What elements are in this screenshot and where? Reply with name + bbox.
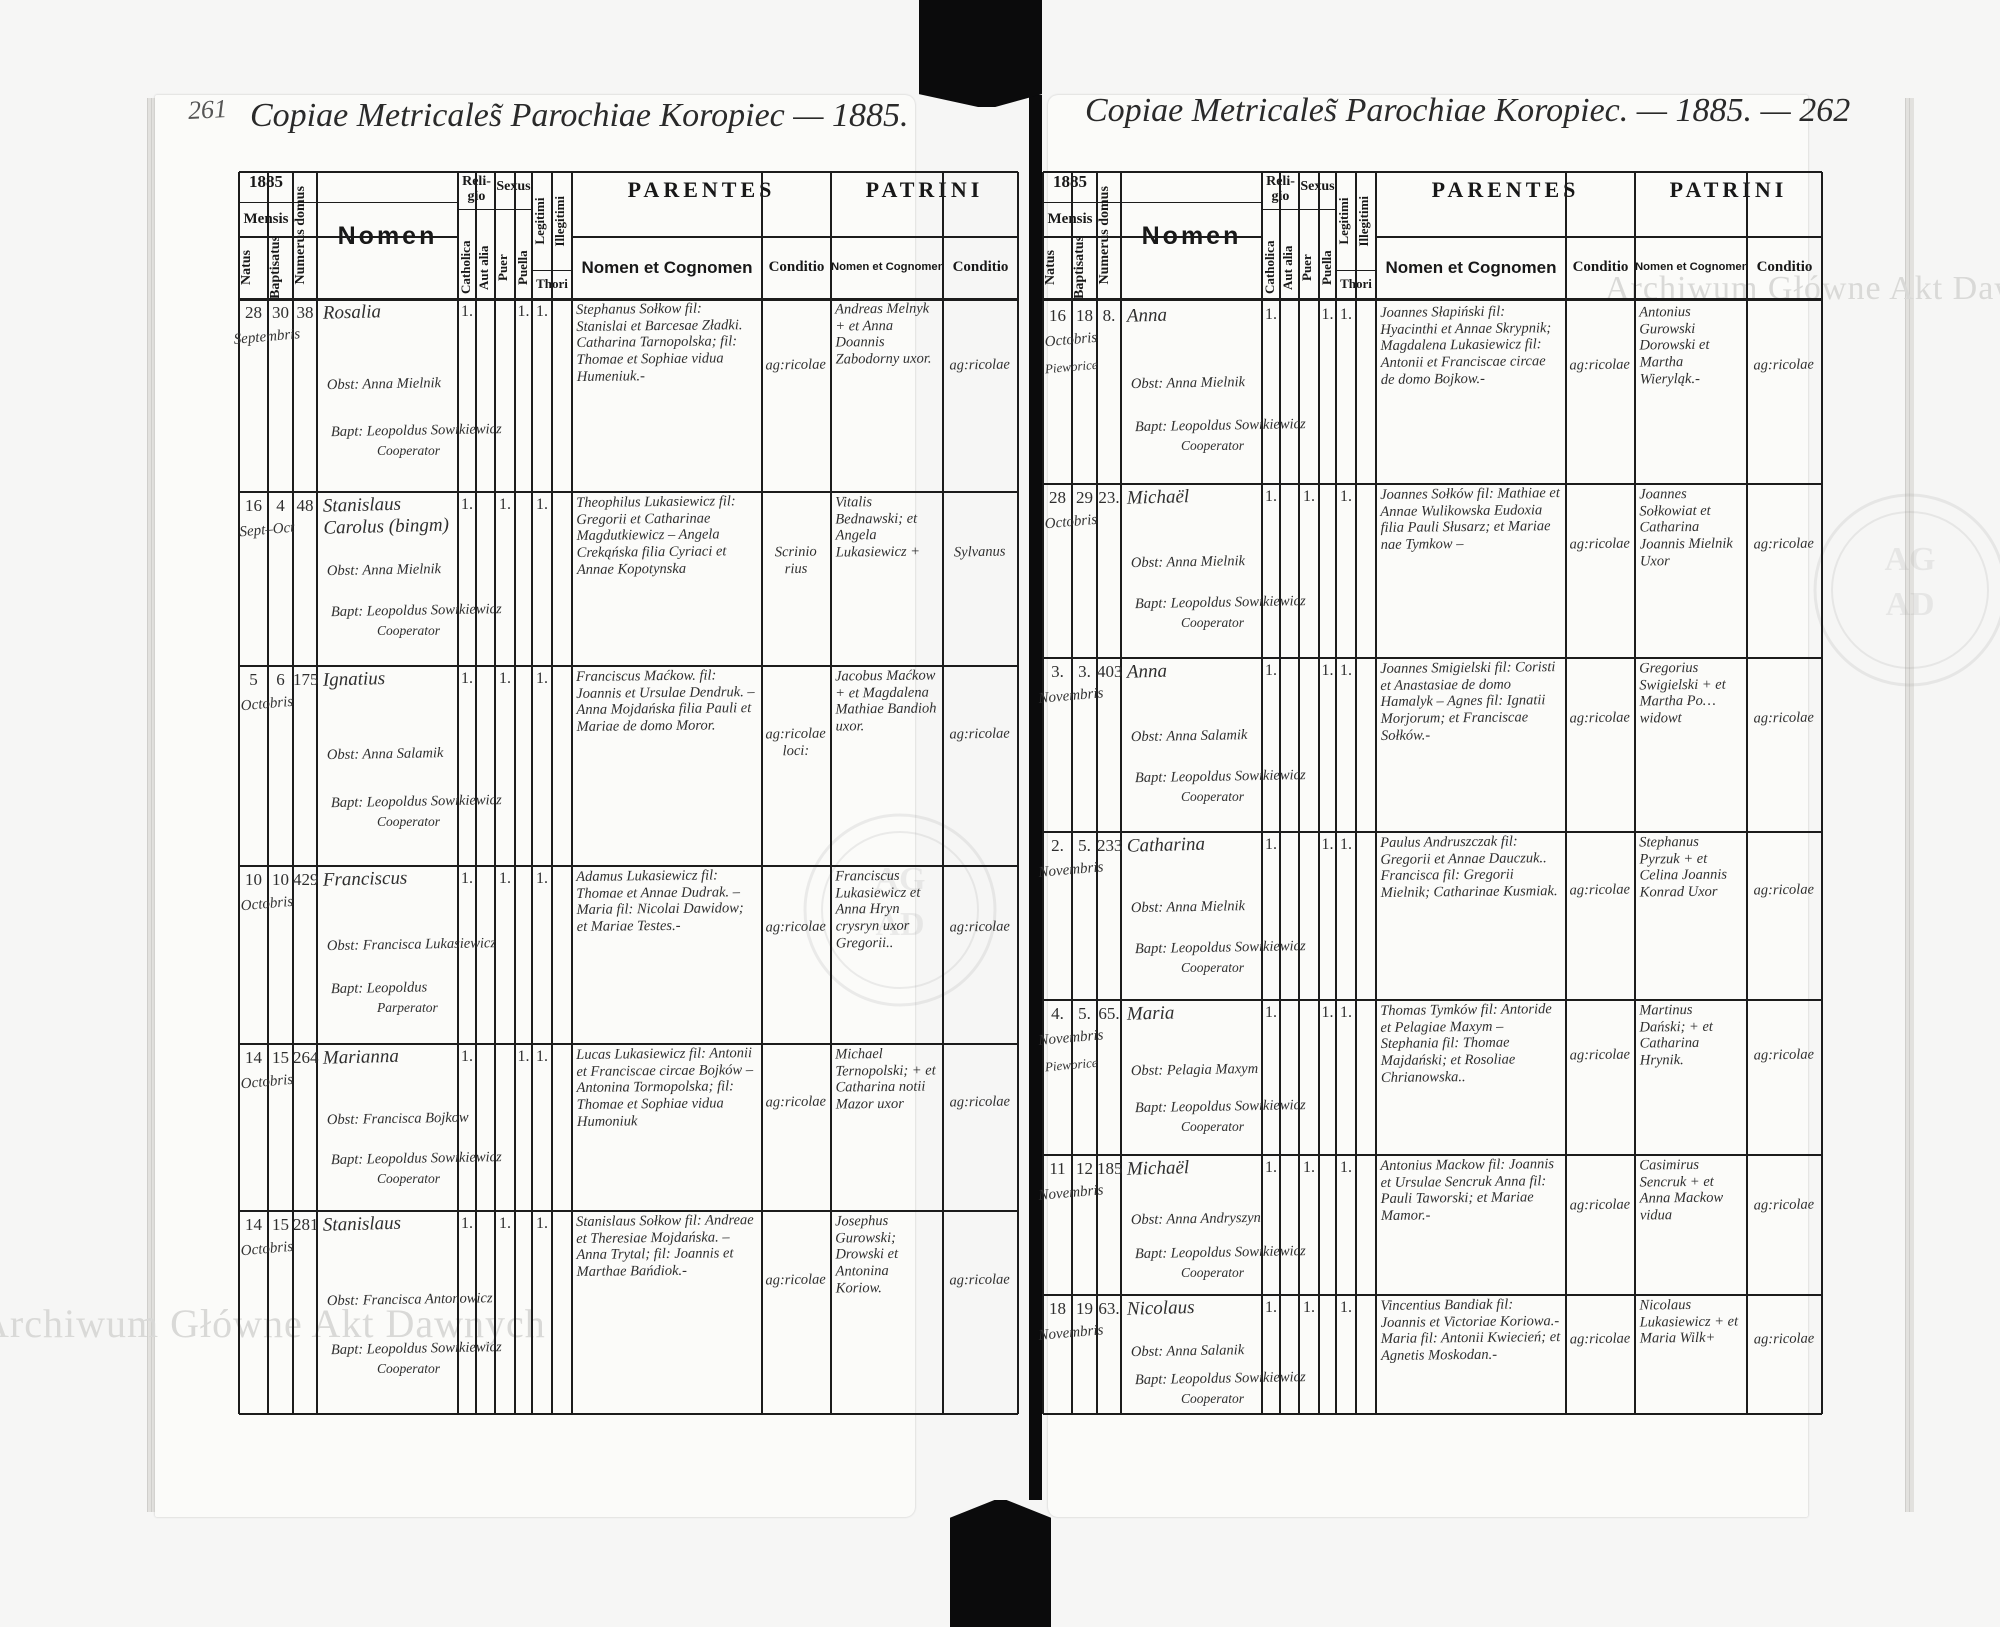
svg-text:AG: AG xyxy=(1885,541,1936,578)
svg-text:AD: AD xyxy=(1885,586,1934,623)
